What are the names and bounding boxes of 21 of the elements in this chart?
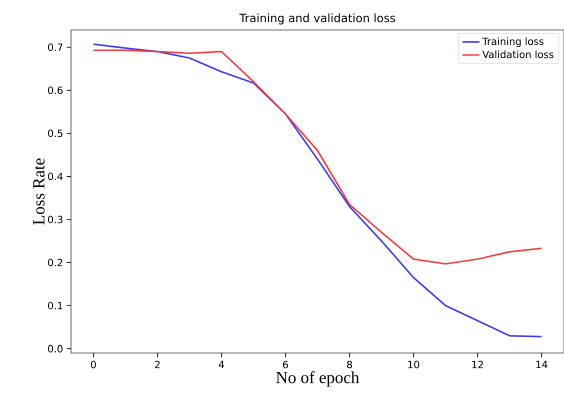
x-tick-label: 4 (218, 360, 224, 368)
legend-label: Training loss (482, 37, 544, 48)
x-tick-label: 2 (155, 360, 160, 368)
y-tick-label: 0.1 (48, 302, 62, 310)
x-tick-label: 0 (90, 360, 96, 368)
x-tick-label: 10 (408, 360, 420, 368)
legend-label: Validation loss (482, 50, 554, 58)
y-tick-label: 0.0 (48, 344, 63, 352)
y-tick-label: 0.6 (48, 86, 63, 94)
y-axis-title: Loss Rate (33, 158, 45, 225)
y-tick-label: 0.4 (48, 172, 63, 180)
x-tick-label: 14 (536, 360, 548, 368)
x-tick-label: 8 (347, 360, 352, 368)
chart-title: Training and validation loss (239, 13, 396, 24)
x-tick-label: 12 (472, 360, 483, 368)
x-axis-title: No of epoch (276, 371, 360, 387)
y-tick-label: 0.7 (48, 43, 62, 51)
y-tick-label: 0.5 (48, 130, 62, 138)
y-tick-label: 0.3 (48, 216, 62, 224)
y-tick-label: 0.2 (48, 258, 62, 266)
x-tick-label: 6 (283, 360, 288, 368)
